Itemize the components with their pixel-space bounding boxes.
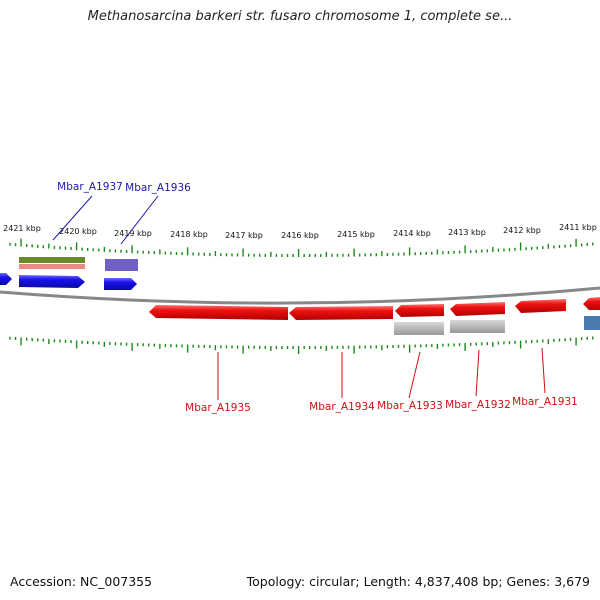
axis-tick-label: 2414 kbp: [393, 229, 431, 238]
feature-bar-steelblue[interactable]: [584, 316, 600, 330]
axis-tick-label: 2411 kbp: [559, 223, 597, 232]
axis-tick-label: 2420 kbp: [59, 227, 97, 236]
axis-tick-label: 2415 kbp: [337, 230, 375, 239]
gene-arrow-mbar-a1936[interactable]: [104, 278, 137, 290]
axis-tick-label: 2418 kbp: [170, 230, 208, 239]
gene-arrow-mbar-a1932[interactable]: [450, 302, 505, 316]
gene-arrow-reverse-edge[interactable]: [583, 297, 600, 310]
gene-arrow-forward[interactable]: [0, 273, 12, 285]
gene-arrow-mbar-a1933[interactable]: [395, 304, 444, 317]
axis-tick-label: 2421 kbp: [3, 224, 41, 233]
axis-tick-label: 2413 kbp: [448, 228, 486, 237]
gene-leader-line: [408, 351, 421, 399]
gene-label-mbar-a1931[interactable]: Mbar_A1931: [512, 396, 578, 408]
topology-summary: Topology: circular; Length: 4,837,408 bp…: [246, 574, 590, 589]
gene-leader-line: [120, 195, 159, 245]
genome-backbone: [0, 286, 600, 305]
accession-value: NC_007355: [80, 574, 153, 589]
gene-label-mbar-a1933[interactable]: Mbar_A1933: [377, 400, 443, 412]
gene-leader-line: [541, 347, 546, 394]
feature-bar-purple[interactable]: [105, 259, 138, 271]
gene-arrow-mbar-a1934[interactable]: [289, 306, 393, 320]
accession-label: Accession:: [10, 574, 77, 589]
feature-bar-green[interactable]: [19, 257, 85, 263]
gene-arrow-mbar-a1931[interactable]: [515, 299, 566, 313]
gene-label-mbar-a1936[interactable]: Mbar_A1936: [125, 182, 191, 194]
gene-arrow-mbar-a1935[interactable]: [149, 305, 288, 320]
feature-bar-pink[interactable]: [19, 264, 85, 269]
axis-tick-label: 2416 kbp: [281, 231, 319, 240]
accession-info: Accession: NC_007355: [10, 574, 156, 589]
gene-label-mbar-a1934[interactable]: Mbar_A1934: [309, 401, 375, 413]
axis-tick-label: 2419 kbp: [114, 229, 152, 238]
gene-label-mbar-a1935[interactable]: Mbar_A1935: [185, 402, 251, 414]
feature-bar-gray[interactable]: [394, 322, 444, 335]
gene-label-mbar-a1932[interactable]: Mbar_A1932: [445, 399, 511, 411]
feature-bar-gray[interactable]: [450, 320, 505, 333]
axis-tick-label: 2417 kbp: [225, 231, 263, 240]
axis-tick-label: 2412 kbp: [503, 226, 541, 235]
bottom-tick-track: [9, 336, 594, 354]
gene-arrow-mbar-a1937[interactable]: [19, 275, 85, 288]
top-tick-track: [9, 238, 594, 257]
gene-leader-line: [475, 349, 480, 397]
gene-label-mbar-a1937[interactable]: Mbar_A1937: [57, 181, 123, 193]
sequence-title: Methanosarcina barkeri str. fusaro chrom…: [87, 9, 513, 24]
gene-leader-line: [52, 195, 93, 241]
axis-labels: 2421 kbp 2420 kbp 2419 kbp 2418 kbp 2417…: [3, 223, 597, 240]
